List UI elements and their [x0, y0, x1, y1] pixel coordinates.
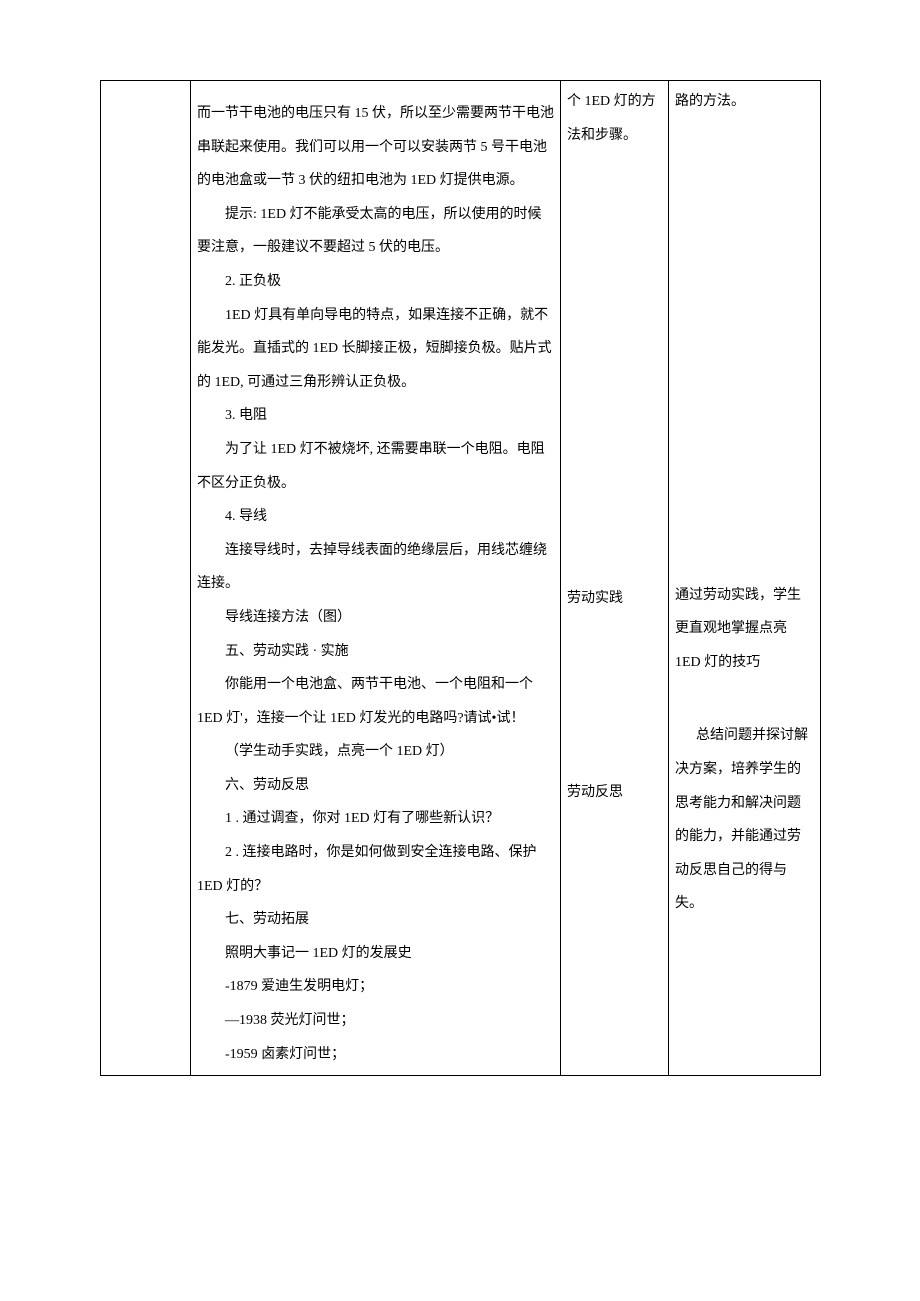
body-text: -1879 爱迪生发明电灯；: [197, 970, 554, 1004]
body-text: 提示: 1ED 灯不能承受太高的电压，所以使用的时候要注意，一般建议不要超过 5…: [197, 198, 554, 265]
body-text: 连接导线时，去掉导线表面的绝缘层后，用线芯缠绕连接。: [197, 534, 554, 601]
section-heading: 3. 电阻: [197, 399, 554, 433]
body-text: （学生动手实践，点亮一个 1ED 灯）: [197, 735, 554, 769]
section-heading: 2. 正负极: [197, 265, 554, 299]
intent-text: 总结问题并探讨解决方案，培养学生的思考能力和解决问题的能力，并能通过劳动反思自己…: [675, 719, 814, 921]
cell-col2-main-content: 而一节干电池的电压只有 15 伏，所以至少需要两节干电池串联起来使用。我们可以用…: [191, 81, 561, 1076]
activity-text: 劳动反思: [567, 776, 662, 810]
body-text: 1 . 通过调查，你对 1ED 灯有了哪些新认识？: [197, 802, 554, 836]
cell-col1: [101, 81, 191, 1076]
section-heading: 七、劳动拓展: [197, 903, 554, 937]
body-text: —1938 荧光灯问世；: [197, 1004, 554, 1038]
body-text: 为了让 1ED 灯不被烧坏, 还需要串联一个电阻。电阻不区分正负极。: [197, 433, 554, 500]
intent-text: 路的方法。: [675, 85, 814, 119]
body-text: 导线连接方法（图）: [197, 601, 554, 635]
activity-text: 个 1ED 灯的方法和步骤。: [567, 85, 662, 152]
body-text: 你能用一个电池盒、两节干电池、一个电阻和一个 1ED 灯'，连接一个让 1ED …: [197, 668, 554, 735]
section-heading: 4. 导线: [197, 500, 554, 534]
activity-text: 劳动实践: [567, 582, 662, 616]
document-page: 而一节干电池的电压只有 15 伏，所以至少需要两节干电池串联起来使用。我们可以用…: [0, 0, 920, 1136]
section-heading: 六、劳动反思: [197, 769, 554, 803]
body-text: 1ED 灯具有单向导电的特点，如果连接不正确，就不能发光。直插式的 1ED 长脚…: [197, 299, 554, 400]
cell-col4-design-intent: 路的方法。 通过劳动实践，学生更直观地掌握点亮 1ED 灯的技巧 总结问题并探讨…: [669, 81, 821, 1076]
section-heading: 五、劳动实践 · 实施: [197, 635, 554, 669]
intent-text: 通过劳动实践，学生更直观地掌握点亮 1ED 灯的技巧: [675, 579, 814, 680]
body-text: 照明大事记一 1ED 灯的发展史: [197, 937, 554, 971]
body-text: 2 . 连接电路时，你是如何做到安全连接电路、保护 1ED 灯的？: [197, 836, 554, 903]
table-row: 而一节干电池的电压只有 15 伏，所以至少需要两节干电池串联起来使用。我们可以用…: [101, 81, 821, 1076]
lesson-plan-table: 而一节干电池的电压只有 15 伏，所以至少需要两节干电池串联起来使用。我们可以用…: [100, 80, 821, 1076]
cell-col3-student-activity: 个 1ED 灯的方法和步骤。 劳动实践 劳动反思: [561, 81, 669, 1076]
body-text: -1959 卤素灯问世；: [197, 1038, 554, 1072]
body-text: 而一节干电池的电压只有 15 伏，所以至少需要两节干电池串联起来使用。我们可以用…: [197, 97, 554, 198]
